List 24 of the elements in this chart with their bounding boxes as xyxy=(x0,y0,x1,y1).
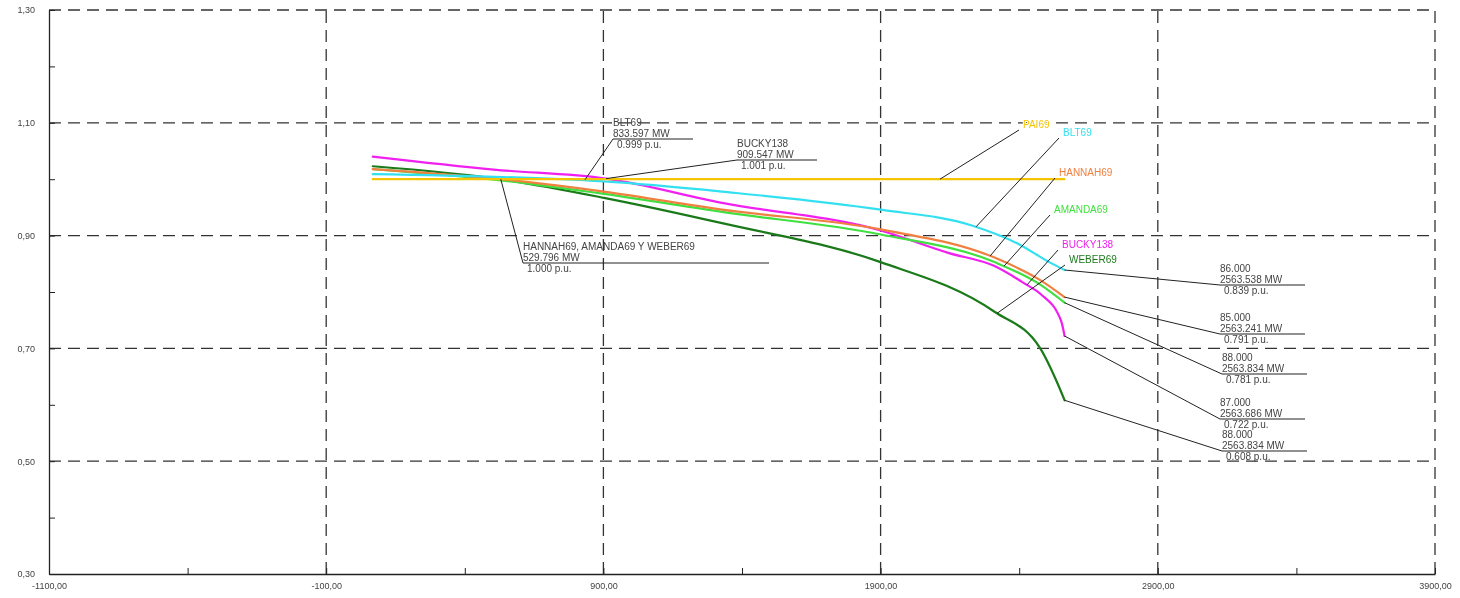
annotation: 88.000 2563.834 MW 0.781 p.u. xyxy=(1222,352,1285,385)
text: AMANDA69 xyxy=(1054,204,1109,215)
y-tick-label: 0,30 xyxy=(17,569,35,580)
text: WEBER69 xyxy=(1069,254,1118,265)
y-tick-label: 1,10 xyxy=(17,118,35,129)
annotation: 87.000 2563.686 MW 0.722 p.u. xyxy=(1220,397,1283,430)
text: HANNAH69 xyxy=(1059,167,1113,178)
annotation: BLT69 833.597 MW 0.999 p.u. xyxy=(613,117,671,150)
y-tick-label: 1,30 xyxy=(17,5,35,16)
x-tick-label: 1900,00 xyxy=(864,581,898,592)
annotation: 88.000 2563.834 MW 0.608 p.u. xyxy=(1222,429,1285,462)
annotation: 85.000 2563.241 MW 0.791 p.u. xyxy=(1220,312,1283,345)
text: BLT69 xyxy=(1063,127,1093,138)
x-tick-label: -100,00 xyxy=(311,581,342,592)
y-tick-label: 0,70 xyxy=(17,343,35,354)
y-tick-label: 0,50 xyxy=(17,456,35,467)
annotation: 86.000 2563.538 MW 0.839 p.u. xyxy=(1220,263,1283,296)
x-tick-label: 3900,00 xyxy=(1419,581,1452,592)
x-tick-label: -1100,00 xyxy=(32,581,67,592)
annotation: BUCKY138 909.547 MW 1.001 p.u. xyxy=(737,138,795,171)
x-tick-label: 900,00 xyxy=(590,581,618,592)
text: BUCKY138 xyxy=(1062,239,1114,250)
y-tick-label: 0,90 xyxy=(17,230,35,241)
x-tick-label: 2900,00 xyxy=(1142,581,1175,592)
